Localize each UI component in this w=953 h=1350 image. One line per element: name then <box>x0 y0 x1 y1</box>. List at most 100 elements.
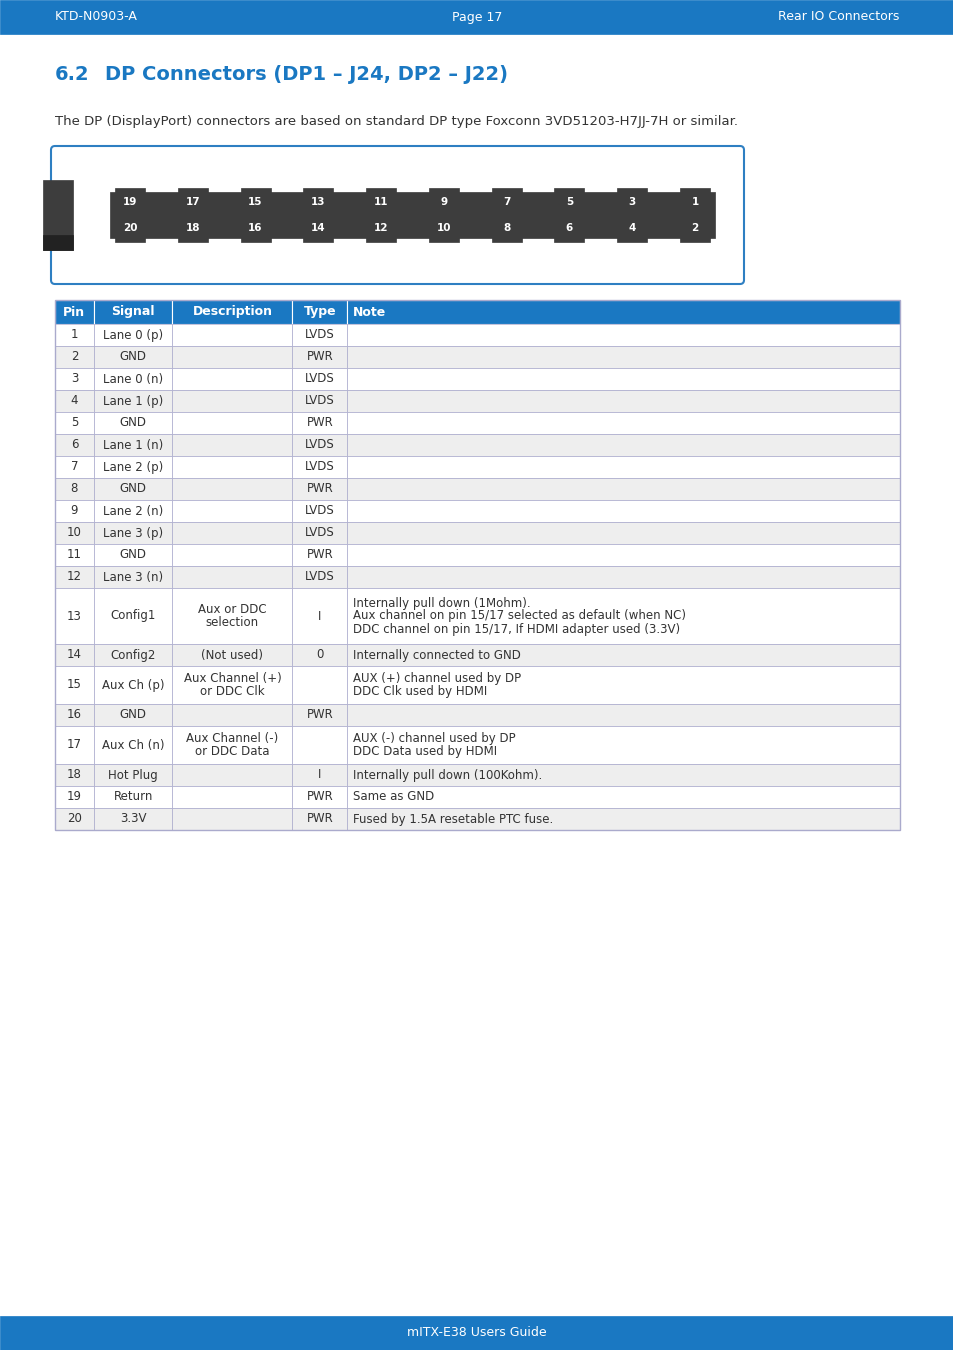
Text: The DP (DisplayPort) connectors are based on standard DP type Foxconn 3VD51203-H: The DP (DisplayPort) connectors are base… <box>55 115 738 128</box>
Text: LVDS: LVDS <box>305 460 335 474</box>
Text: 15: 15 <box>67 679 82 691</box>
Text: PWR: PWR <box>306 791 333 803</box>
Text: Lane 1 (p): Lane 1 (p) <box>103 394 163 408</box>
Bar <box>55 566 93 589</box>
Bar <box>55 809 93 830</box>
Text: Aux Channel (-): Aux Channel (-) <box>186 732 278 745</box>
Text: mITX-E38 Users Guide: mITX-E38 Users Guide <box>407 1327 546 1339</box>
Bar <box>293 703 347 726</box>
Bar <box>93 566 172 589</box>
Bar <box>347 666 899 703</box>
Bar <box>93 390 172 412</box>
Text: KTD-N0903-A: KTD-N0903-A <box>55 11 138 23</box>
Bar <box>293 666 347 703</box>
Bar <box>617 188 646 220</box>
Bar <box>172 433 293 456</box>
Bar <box>172 644 293 666</box>
Text: or DDC Data: or DDC Data <box>195 745 270 757</box>
Text: 13: 13 <box>67 609 82 622</box>
Bar <box>429 188 458 220</box>
Bar <box>0 1316 953 1350</box>
Text: Internally pull down (1Mohm).: Internally pull down (1Mohm). <box>353 597 531 609</box>
Bar <box>55 726 93 764</box>
Bar <box>240 215 271 242</box>
Text: 4: 4 <box>628 223 636 234</box>
Bar <box>172 589 293 644</box>
Text: GND: GND <box>119 548 147 562</box>
Bar <box>93 666 172 703</box>
Bar <box>55 786 93 809</box>
Text: 5: 5 <box>565 197 573 207</box>
Bar <box>293 566 347 589</box>
Bar <box>177 215 208 242</box>
Bar <box>172 544 293 566</box>
Bar <box>55 412 93 433</box>
Bar <box>93 369 172 390</box>
Text: (Not used): (Not used) <box>201 648 263 662</box>
Bar <box>110 192 714 238</box>
Text: 7: 7 <box>71 460 78 474</box>
Bar <box>93 544 172 566</box>
Text: 18: 18 <box>185 223 200 234</box>
Text: 19: 19 <box>123 197 137 207</box>
Text: 2: 2 <box>691 223 698 234</box>
Text: Config1: Config1 <box>111 609 155 622</box>
Text: 8: 8 <box>502 223 510 234</box>
Text: DDC Data used by HDMI: DDC Data used by HDMI <box>353 745 497 757</box>
Bar <box>93 522 172 544</box>
Text: Pin: Pin <box>63 305 86 319</box>
Bar <box>172 809 293 830</box>
Bar <box>55 390 93 412</box>
Text: PWR: PWR <box>306 482 333 495</box>
Bar <box>347 369 899 390</box>
Bar <box>617 215 646 242</box>
Bar <box>55 369 93 390</box>
Bar <box>347 809 899 830</box>
Bar <box>347 566 899 589</box>
Text: GND: GND <box>119 709 147 721</box>
Bar <box>347 786 899 809</box>
Bar <box>93 324 172 346</box>
Bar <box>554 215 584 242</box>
Bar <box>0 0 953 34</box>
Bar <box>491 215 521 242</box>
Text: LVDS: LVDS <box>305 373 335 386</box>
Bar <box>293 809 347 830</box>
Bar <box>172 500 293 522</box>
Bar <box>55 522 93 544</box>
Text: 8: 8 <box>71 482 78 495</box>
Text: 9: 9 <box>440 197 447 207</box>
Bar <box>55 589 93 644</box>
Bar <box>55 544 93 566</box>
Bar <box>347 703 899 726</box>
Text: 17: 17 <box>185 197 200 207</box>
Bar <box>172 412 293 433</box>
Text: 20: 20 <box>67 813 82 825</box>
Text: Description: Description <box>193 305 273 319</box>
Text: Signal: Signal <box>112 305 154 319</box>
Bar <box>554 188 584 220</box>
Text: 0: 0 <box>315 648 323 662</box>
Text: 12: 12 <box>67 571 82 583</box>
Bar <box>293 433 347 456</box>
Bar <box>293 764 347 786</box>
Bar <box>303 188 333 220</box>
Bar <box>240 188 271 220</box>
Bar <box>43 180 73 250</box>
Text: Lane 2 (n): Lane 2 (n) <box>103 505 163 517</box>
Text: Return: Return <box>113 791 152 803</box>
Text: 18: 18 <box>67 768 82 782</box>
Bar <box>679 215 709 242</box>
Text: I: I <box>318 609 321 622</box>
Text: Internally pull down (100Kohm).: Internally pull down (100Kohm). <box>353 768 542 782</box>
Text: PWR: PWR <box>306 548 333 562</box>
Bar <box>679 188 709 220</box>
Text: 13: 13 <box>311 197 325 207</box>
Bar <box>347 324 899 346</box>
Bar <box>293 786 347 809</box>
FancyBboxPatch shape <box>51 146 743 284</box>
Bar <box>172 566 293 589</box>
Bar <box>55 764 93 786</box>
Bar <box>347 456 899 478</box>
Bar <box>55 300 899 830</box>
